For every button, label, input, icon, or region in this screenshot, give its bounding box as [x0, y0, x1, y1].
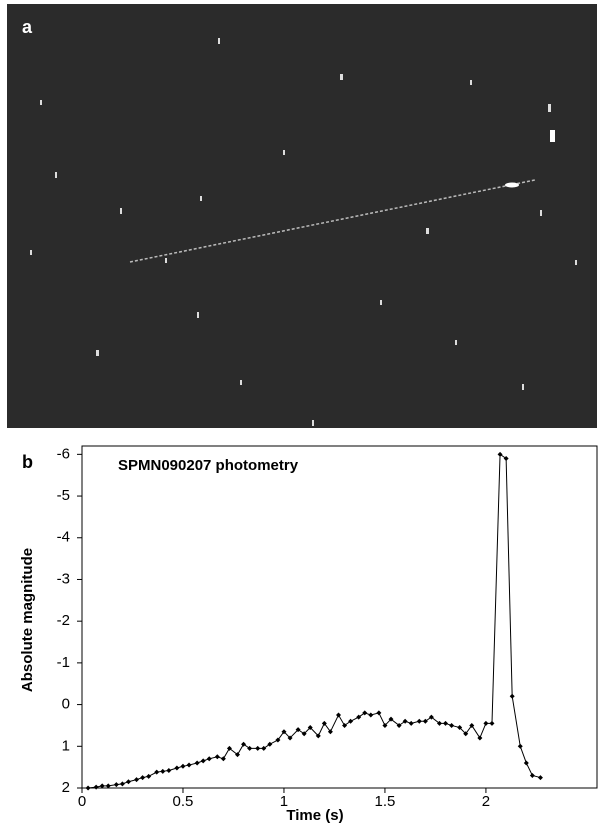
- marker: [194, 760, 200, 766]
- marker: [241, 741, 247, 747]
- marker: [140, 775, 146, 781]
- marker: [295, 727, 301, 733]
- marker: [247, 745, 253, 751]
- marker: [287, 735, 293, 741]
- marker: [186, 762, 192, 768]
- marker: [489, 720, 495, 726]
- marker: [125, 779, 131, 785]
- marker: [416, 718, 422, 724]
- marker: [174, 765, 180, 771]
- marker: [422, 718, 428, 724]
- marker: [301, 731, 307, 737]
- marker: [160, 768, 166, 774]
- marker: [503, 456, 509, 462]
- marker: [408, 720, 414, 726]
- marker: [105, 783, 111, 789]
- x-tick-label: 0.5: [173, 793, 194, 810]
- marker: [523, 760, 529, 766]
- marker: [166, 767, 172, 773]
- marker: [321, 720, 327, 726]
- marker: [113, 782, 119, 788]
- y-tick-label: 2: [62, 779, 70, 796]
- y-tick-label: -1: [57, 654, 70, 671]
- marker: [469, 722, 475, 728]
- marker: [517, 743, 523, 749]
- marker: [497, 451, 503, 457]
- marker: [281, 729, 287, 735]
- marker: [307, 725, 313, 731]
- panel-label: a: [22, 17, 33, 37]
- marker: [226, 745, 232, 751]
- y-tick-label: -5: [57, 487, 70, 504]
- marker: [255, 745, 261, 751]
- marker: [457, 725, 463, 731]
- marker: [180, 763, 186, 769]
- marker: [537, 775, 543, 781]
- marker: [327, 729, 333, 735]
- marker: [235, 752, 241, 758]
- marker: [483, 720, 489, 726]
- marker: [428, 714, 434, 720]
- plot-frame: [81, 445, 598, 789]
- marker: [335, 712, 341, 718]
- marker: [146, 773, 152, 779]
- y-axis-label: Absolute magnitude: [19, 548, 36, 692]
- marker: [362, 710, 368, 716]
- marker: [388, 716, 394, 722]
- marker: [443, 720, 449, 726]
- marker: [477, 735, 483, 741]
- marker: [529, 772, 535, 778]
- marker: [275, 737, 281, 743]
- y-tick-label: -2: [57, 612, 70, 629]
- marker: [85, 785, 91, 791]
- x-tick-label: 0: [78, 793, 86, 810]
- marker: [315, 733, 321, 739]
- panel-label: b: [22, 452, 33, 472]
- marker: [376, 710, 382, 716]
- line: [88, 453, 541, 789]
- marker: [93, 784, 99, 790]
- marker: [342, 722, 348, 728]
- marker: [368, 712, 374, 718]
- marker: [463, 731, 469, 737]
- marker: [402, 718, 408, 724]
- x-tick-label: 2: [482, 793, 490, 810]
- marker: [267, 741, 273, 747]
- y-tick-label: 1: [62, 737, 70, 754]
- marker: [449, 722, 455, 728]
- marker: [200, 758, 206, 764]
- y-tick-label: -6: [57, 445, 70, 462]
- marker: [261, 745, 267, 751]
- marker: [206, 756, 212, 762]
- y-tick-label: -4: [57, 529, 70, 546]
- marker: [99, 783, 105, 789]
- marker: [119, 781, 125, 787]
- marker: [214, 754, 220, 760]
- x-tick-label: 1: [280, 793, 288, 810]
- y-tick-label: 0: [62, 696, 70, 713]
- marker: [436, 720, 442, 726]
- marker: [220, 756, 226, 762]
- marker: [356, 714, 362, 720]
- marker: [382, 722, 388, 728]
- marker: [134, 777, 140, 783]
- y-tick-label: -3: [57, 570, 70, 587]
- marker: [509, 693, 515, 699]
- marker: [396, 722, 402, 728]
- x-axis-label: Time (s): [286, 807, 343, 824]
- x-tick-label: 1.5: [375, 793, 396, 810]
- chart-title: SPMN090207 photometry: [118, 457, 299, 474]
- star-field-image: a: [7, 4, 597, 428]
- marker: [348, 718, 354, 724]
- marker: [154, 769, 160, 775]
